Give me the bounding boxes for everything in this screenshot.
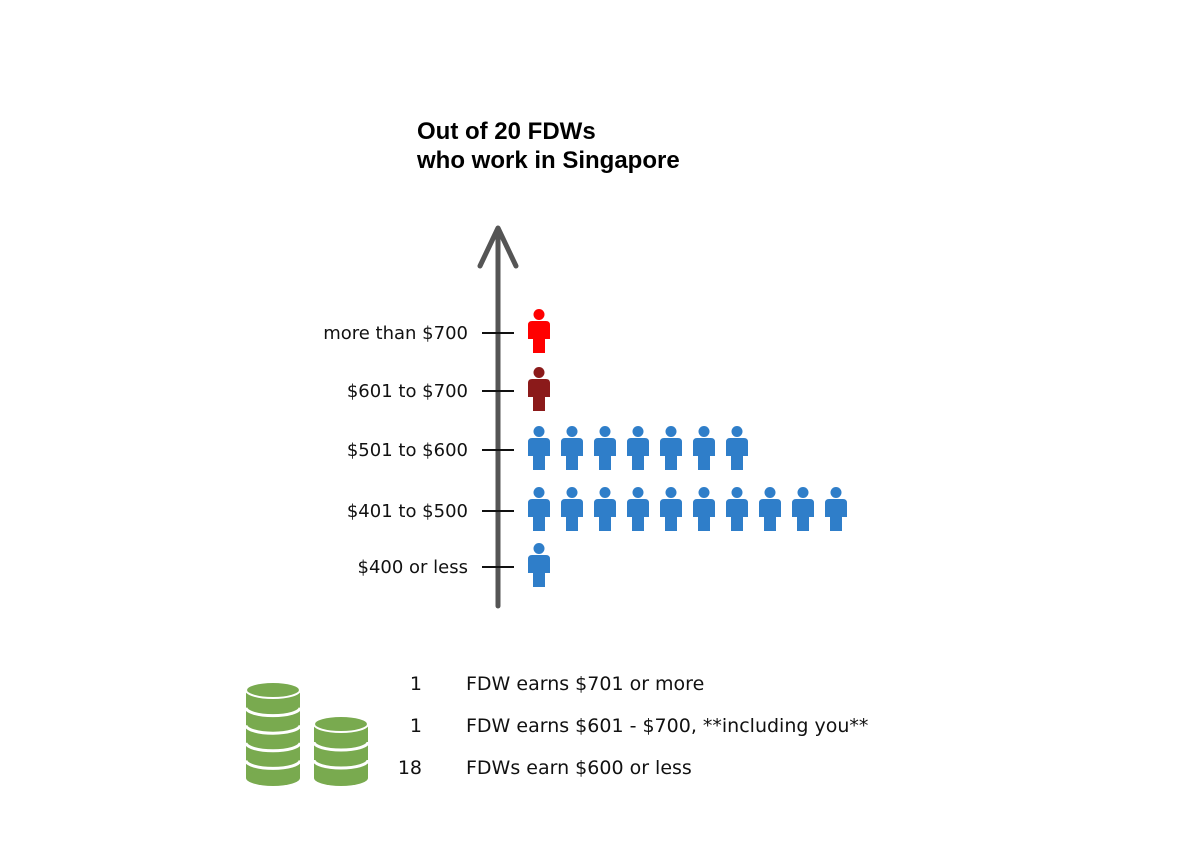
person-icon — [561, 487, 583, 531]
person-icon — [726, 426, 748, 470]
person-head — [566, 426, 578, 437]
person-body — [660, 438, 682, 470]
person-icon — [528, 543, 550, 587]
person-icon — [528, 487, 550, 531]
person-icon — [594, 487, 616, 531]
y-tick-label: $401 to $500 — [347, 501, 468, 522]
summary-text: FDW earns $701 or more — [466, 673, 705, 695]
person-icon — [627, 487, 649, 531]
person-head — [533, 367, 545, 378]
person-head — [731, 426, 743, 437]
coin-divider — [312, 759, 370, 770]
person-icon — [693, 426, 715, 470]
person-body — [528, 321, 550, 353]
person-head — [533, 309, 545, 320]
person-body — [528, 379, 550, 411]
y-tick-label: $601 to $700 — [347, 381, 468, 402]
coin-divider — [312, 741, 370, 752]
person-icon — [528, 309, 550, 353]
coin-stack-base — [246, 770, 300, 786]
person-head — [665, 426, 677, 437]
person-head — [566, 487, 578, 498]
person-icon — [825, 487, 847, 531]
person-body — [792, 499, 814, 531]
person-head — [830, 487, 842, 498]
person-head — [698, 426, 710, 437]
person-head — [533, 543, 545, 554]
person-head — [764, 487, 776, 498]
person-body — [594, 499, 616, 531]
person-icon — [693, 487, 715, 531]
y-axis-arrowhead — [477, 225, 519, 269]
person-body — [561, 499, 583, 531]
person-icon — [726, 487, 748, 531]
summary-count: 1 — [409, 715, 422, 737]
person-body — [759, 499, 781, 531]
y-tick-label: more than $700 — [323, 323, 468, 344]
person-body — [726, 499, 748, 531]
coin-divider — [245, 760, 302, 770]
chart-title-line-2: who work in Singapore — [417, 147, 680, 174]
person-body — [627, 499, 649, 531]
person-head — [599, 426, 611, 437]
person-icon — [528, 367, 550, 411]
person-body — [528, 438, 550, 470]
chart-title-line-1: Out of 20 FDWs — [417, 118, 596, 145]
person-head — [599, 487, 611, 498]
person-body — [528, 555, 550, 587]
coin-stacks-icon — [245, 681, 370, 786]
person-icon — [627, 426, 649, 470]
y-tick-label: $501 to $600 — [347, 440, 468, 461]
coin-divider — [245, 742, 302, 753]
person-body — [627, 438, 649, 470]
summary-count: 1 — [409, 673, 422, 695]
y-tick-label: $400 or less — [358, 557, 469, 578]
person-icon — [660, 487, 682, 531]
person-body — [825, 499, 847, 531]
person-body — [726, 438, 748, 470]
person-head — [632, 426, 644, 437]
person-head — [665, 487, 677, 498]
coin-stack — [312, 715, 370, 786]
person-body — [561, 438, 583, 470]
person-icon — [792, 487, 814, 531]
person-body — [693, 438, 715, 470]
coin-stack — [245, 681, 302, 786]
summary-text: FDWs earn $600 or less — [466, 757, 692, 779]
person-head — [533, 426, 545, 437]
person-body — [660, 499, 682, 531]
person-icon — [594, 426, 616, 470]
person-head — [731, 487, 743, 498]
person-icon — [660, 426, 682, 470]
person-head — [533, 487, 545, 498]
person-head — [797, 487, 809, 498]
coin-top — [245, 681, 301, 699]
coin-stack-base — [314, 770, 368, 786]
person-icon — [528, 426, 550, 470]
person-body — [693, 499, 715, 531]
coin-top — [313, 715, 369, 733]
person-body — [528, 499, 550, 531]
person-icon — [759, 487, 781, 531]
person-head — [632, 487, 644, 498]
person-body — [594, 438, 616, 470]
coin-divider — [245, 707, 302, 718]
summary-count: 18 — [397, 757, 422, 779]
summary-text: FDW earns $601 - $700, **including you** — [466, 715, 869, 737]
chart-title: Out of 20 FDWs who work in Singapore — [417, 117, 680, 175]
coin-divider — [245, 724, 302, 735]
person-head — [698, 487, 710, 498]
pictograph-chart: more than $700 $601 to $700 $501 to $600 $4… — [323, 225, 847, 609]
person-icon — [561, 426, 583, 470]
